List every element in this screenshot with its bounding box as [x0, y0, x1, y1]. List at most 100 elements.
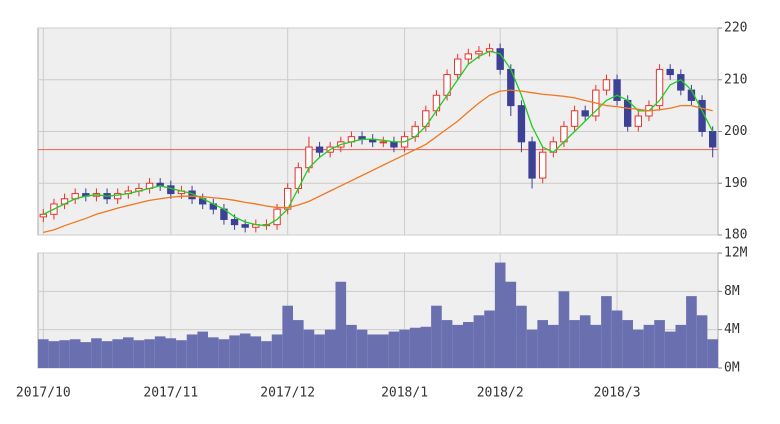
y-tick-label: 180: [724, 228, 747, 243]
y-tick-label: 4M: [724, 322, 740, 337]
volume-bar: [48, 341, 60, 368]
candle-body: [655, 68, 664, 107]
candle-body: [581, 110, 589, 117]
candle-body: [241, 224, 249, 228]
candle-body: [379, 141, 387, 144]
candle-body: [464, 53, 472, 60]
candle-body: [666, 68, 674, 76]
volume-bar: [144, 339, 155, 368]
candle-body: [624, 99, 632, 127]
volume-bar: [91, 338, 102, 368]
volume-bar: [633, 329, 644, 368]
volume-bar: [463, 322, 474, 368]
volume-bar: [388, 331, 400, 368]
volume-bar: [675, 324, 687, 368]
volume-bar: [250, 336, 262, 368]
volume-bar: [239, 333, 251, 368]
volume-bar: [441, 320, 453, 368]
volume-bar: [303, 329, 315, 368]
volume-bar: [378, 334, 389, 368]
volume-bar: [664, 331, 676, 368]
moving-average-line: [43, 50, 714, 227]
y-tick-label: 8M: [724, 284, 740, 299]
candle-body: [634, 115, 642, 127]
volume-bar: [229, 335, 240, 368]
volume-bar: [282, 305, 293, 368]
volume-bar: [590, 324, 602, 368]
candle-body: [315, 146, 324, 153]
volume-bar: [186, 334, 198, 368]
x-tick-label: 2018/1: [381, 386, 428, 401]
volume-bar: [261, 341, 272, 368]
volume-bar: [271, 334, 283, 368]
volume-bar: [537, 320, 548, 368]
volume-bar: [218, 339, 230, 368]
volume-bar: [601, 296, 612, 368]
volume-bar: [176, 340, 187, 368]
volume-bar: [420, 326, 432, 368]
volume-bar: [431, 305, 442, 368]
candle-body: [454, 58, 462, 76]
x-tick-label: 2017/10: [16, 386, 71, 401]
volume-bar: [558, 291, 570, 368]
volume-bar: [473, 315, 485, 368]
candle-body: [114, 193, 122, 200]
volume-bar: [505, 281, 517, 368]
y-tick-label: 190: [724, 176, 747, 191]
volume-bar: [548, 324, 559, 368]
candle-body: [613, 79, 621, 101]
volume-bar: [112, 339, 123, 368]
y-tick-label: 12M: [724, 246, 748, 261]
candle-body: [570, 110, 579, 127]
volume-bar: [516, 305, 527, 368]
volume-bar: [346, 324, 357, 368]
candle-body: [390, 141, 398, 148]
candle-body: [602, 79, 611, 91]
volume-bar: [101, 341, 113, 368]
volume-bar: [494, 262, 506, 368]
x-tick-label: 2017/11: [143, 386, 198, 401]
volume-bar: [611, 310, 623, 368]
candle-body: [230, 218, 239, 226]
candle-body: [539, 151, 547, 179]
volume-bar: [38, 339, 49, 368]
volume-bar: [484, 310, 495, 368]
volume-bar: [208, 337, 219, 368]
volume-bar: [622, 320, 633, 368]
candle-body: [475, 50, 483, 55]
x-tick-label: 2017/12: [260, 386, 315, 401]
x-tick-label: 2018/3: [594, 386, 641, 401]
volume-bar: [569, 320, 580, 368]
volume-bar: [696, 315, 708, 368]
volume-bar: [654, 320, 665, 368]
volume-bar: [526, 329, 538, 368]
volume-bar: [367, 334, 378, 368]
volume-bar: [314, 334, 325, 368]
volume-bar: [356, 329, 368, 368]
x-tick-label: 2018/2: [477, 386, 524, 401]
volume-bar: [154, 336, 166, 368]
volume-bar: [579, 315, 591, 368]
candle-body: [167, 185, 175, 195]
candle-body: [528, 141, 536, 179]
candle-body: [496, 48, 504, 70]
candle-body: [305, 146, 313, 169]
y-tick-label: 220: [724, 21, 747, 36]
y-tick-label: 0M: [724, 361, 740, 376]
candle-body: [709, 131, 717, 148]
candle-body: [39, 213, 47, 218]
moving-average-line: [43, 89, 713, 234]
y-tick-label: 210: [724, 72, 747, 87]
volume-bar: [80, 342, 92, 368]
volume-bar: [643, 324, 655, 368]
volume-bar: [293, 320, 304, 368]
volume-bar: [335, 281, 347, 368]
volume-bar: [197, 331, 208, 368]
volume-bar: [123, 337, 134, 368]
volume-bar: [409, 327, 421, 368]
y-tick-label: 200: [724, 124, 747, 139]
volume-bar: [324, 329, 336, 368]
volume-bar: [707, 339, 718, 368]
volume-bar: [59, 340, 70, 368]
